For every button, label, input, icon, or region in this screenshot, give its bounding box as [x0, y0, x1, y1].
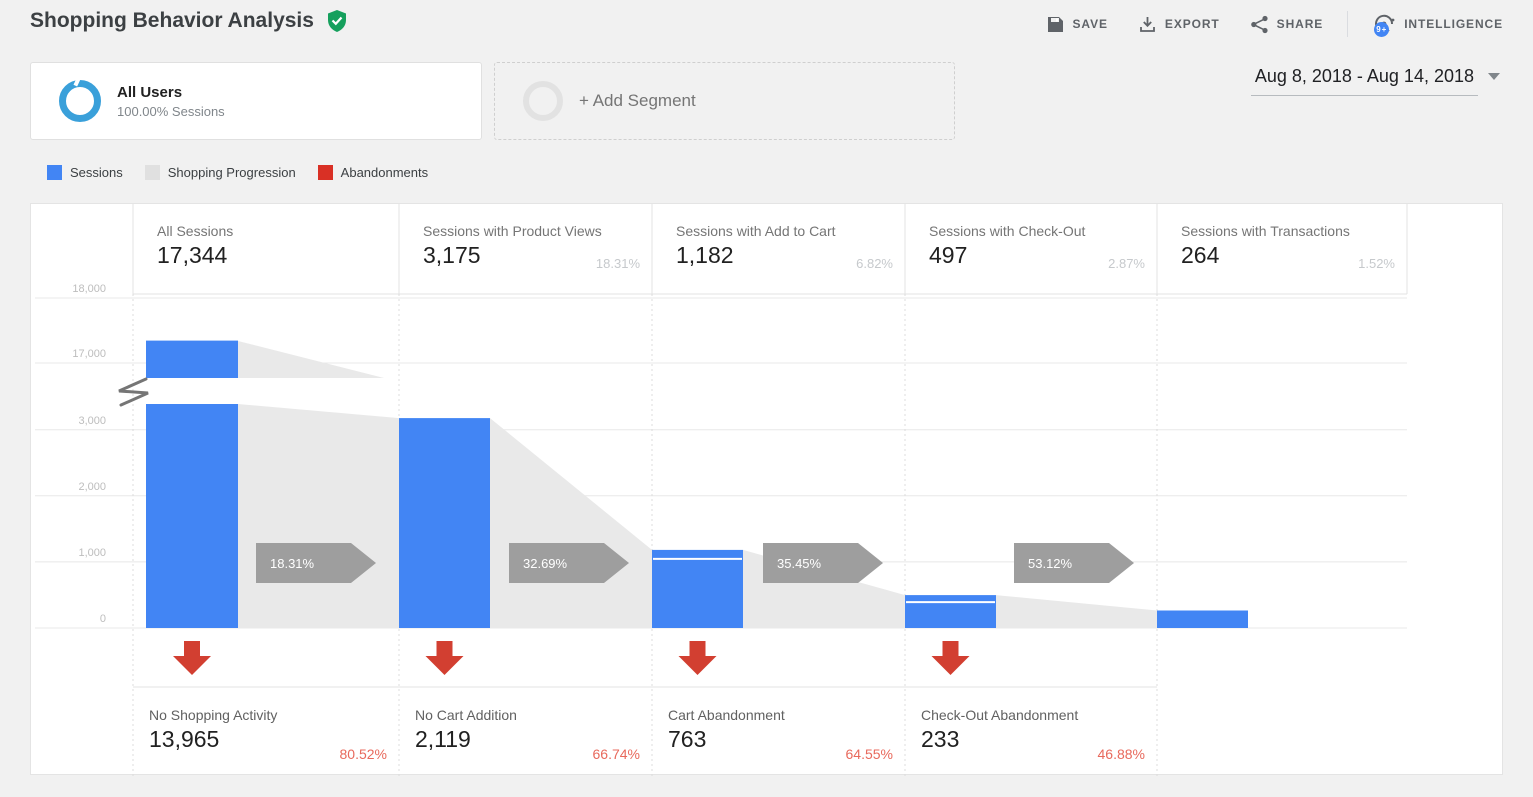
stage-rate: 1.52% — [1358, 256, 1395, 271]
y-axis-tick: 18,000 — [72, 283, 106, 295]
stage-value: 3,175 — [423, 242, 481, 268]
intelligence-icon: 9+ — [1372, 13, 1396, 37]
page-title: Shopping Behavior Analysis — [30, 9, 314, 32]
abandonment-value: 763 — [668, 726, 707, 752]
y-axis-tick: 1,000 — [78, 546, 106, 559]
svg-text:32.69%: 32.69% — [523, 556, 568, 571]
abandonment-cell-cart-abandonment: Cart Abandonment 763 64.55% — [652, 691, 905, 776]
stage-value: 1,182 — [676, 242, 734, 268]
segment-card-all-users[interactable]: All Users 100.00% Sessions — [30, 62, 482, 140]
stage-label: Sessions with Check-Out — [929, 223, 1086, 239]
add-segment-label: + Add Segment — [579, 91, 696, 110]
abandonment-cell-no-shopping-activity: No Shopping Activity 13,965 80.52% — [133, 691, 399, 776]
svg-text:53.12%: 53.12% — [1028, 556, 1073, 571]
date-range-label: Aug 8, 2018 - Aug 14, 2018 — [1250, 66, 1478, 96]
stage-rate: 18.31% — [595, 256, 640, 271]
abandonment-value: 13,965 — [149, 726, 220, 752]
save-icon — [1046, 15, 1065, 34]
share-icon — [1250, 15, 1269, 34]
abandonment-cell-no-cart-addition: No Cart Addition 2,119 66.74% — [399, 691, 652, 776]
abandonment-rate: 64.55% — [845, 746, 893, 762]
stage-value: 264 — [1181, 242, 1220, 268]
share-label: SHARE — [1276, 17, 1324, 31]
legend-swatch-progression — [144, 165, 160, 180]
save-button[interactable]: SAVE — [1034, 7, 1120, 42]
stage-cell-add-to-cart: Sessions with Add to Cart 1,182 6.82% — [652, 204, 905, 294]
segment-subtitle: 100.00% Sessions — [117, 103, 225, 119]
verified-shield-icon — [327, 10, 347, 37]
stage-label: Sessions with Product Views — [423, 223, 602, 239]
legend-label: Sessions — [70, 165, 123, 180]
add-segment-donut-icon — [523, 81, 563, 121]
abandonment-rate: 46.88% — [1097, 746, 1145, 762]
toolbar: SAVE EXPORT SHARE — [1034, 6, 1515, 42]
legend-swatch-sessions — [47, 165, 62, 180]
stage-value: 17,344 — [157, 242, 228, 268]
save-label: SAVE — [1072, 17, 1108, 31]
svg-text:18.31%: 18.31% — [270, 556, 315, 571]
stage-rate: 2.87% — [1108, 256, 1145, 271]
abandonment-label: Cart Abandonment — [668, 707, 785, 723]
intelligence-label: INTELLIGENCE — [1404, 17, 1503, 31]
share-button[interactable]: SHARE — [1238, 7, 1336, 42]
stage-label: Sessions with Transactions — [1181, 223, 1350, 239]
stage-cell-check-out: Sessions with Check-Out 497 2.87% — [905, 204, 1157, 294]
svg-text:35.45%: 35.45% — [777, 556, 822, 571]
y-axis-tick: 17,000 — [72, 348, 106, 360]
intelligence-button[interactable]: 9+ INTELLIGENCE — [1360, 5, 1515, 43]
legend-item-shopping-progression: Shopping Progression — [144, 165, 296, 180]
add-segment-button[interactable]: + Add Segment — [494, 62, 955, 140]
abandonment-label: No Shopping Activity — [149, 707, 278, 723]
stage-label: All Sessions — [157, 223, 234, 239]
abandonment-value: 2,119 — [415, 726, 471, 752]
toolbar-divider — [1347, 11, 1349, 37]
y-axis-tick: 3,000 — [78, 414, 106, 427]
abandonment-rate: 80.52% — [339, 746, 387, 762]
y-axis-tick: 0 — [99, 613, 106, 625]
abandonment-cell-check-out-abandonment: Check-Out Abandonment 233 46.88% — [905, 691, 1157, 776]
legend-swatch-abandonments — [317, 165, 333, 180]
abandonment-label: Check-Out Abandonment — [921, 707, 1079, 723]
legend-label: Shopping Progression — [167, 165, 296, 180]
stage-cell-product-views: Sessions with Product Views 3,175 18.31% — [399, 204, 652, 294]
stage-cell-transactions: Sessions with Transactions 264 1.52% — [1157, 204, 1407, 294]
legend-item-sessions: Sessions — [47, 165, 123, 180]
legend-label: Abandonments — [340, 165, 429, 180]
chart-legend: Sessions Shopping Progression Abandonmen… — [47, 165, 436, 180]
legend-item-abandonments: Abandonments — [317, 165, 429, 180]
export-button[interactable]: EXPORT — [1126, 7, 1232, 42]
top-bar: Shopping Behavior Analysis SAVE EXPORT — [0, 0, 1533, 48]
shopping-funnel-panel: 18.31% 32.69% 35.45% 53.12% 0 1,000 2,000 3,00… — [30, 203, 1503, 776]
chevron-down-icon — [1488, 73, 1500, 80]
y-axis-tick: 2,000 — [78, 480, 106, 493]
intelligence-badge: 9+ — [1374, 22, 1390, 37]
abandonment-rate: 66.74% — [592, 746, 640, 762]
stage-rate: 6.82% — [856, 256, 893, 271]
download-icon — [1138, 15, 1157, 34]
segment-donut-icon — [59, 80, 101, 122]
stage-label: Sessions with Add to Cart — [676, 223, 836, 239]
export-label: EXPORT — [1164, 17, 1220, 31]
stage-value: 497 — [929, 242, 968, 268]
abandonment-value: 233 — [921, 726, 960, 752]
date-range-selector[interactable]: Aug 8, 2018 - Aug 14, 2018 — [1250, 66, 1500, 96]
segment-title: All Users — [117, 83, 183, 101]
abandonment-label: No Cart Addition — [415, 707, 517, 723]
funnel-chart: 18.31% 32.69% 35.45% 53.12% — [35, 204, 1408, 776]
stage-cell-all-sessions: All Sessions 17,344 — [133, 204, 399, 294]
